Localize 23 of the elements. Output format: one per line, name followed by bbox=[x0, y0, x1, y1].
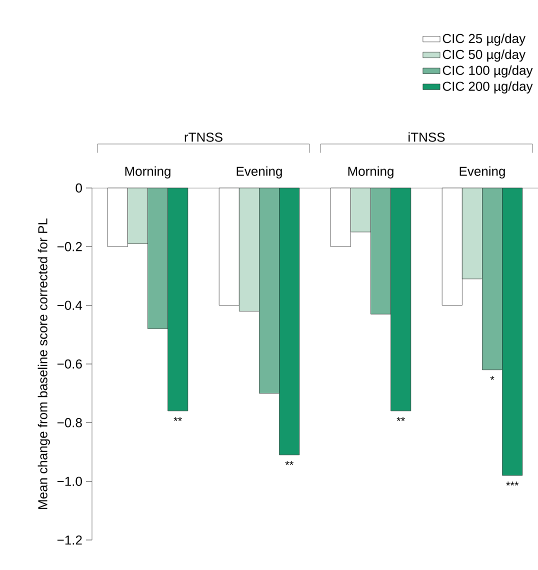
y-axis-title: Mean change from baseline score corrected for PL bbox=[38, 218, 50, 509]
legend-label: CIC 200 µg/day bbox=[442, 81, 533, 94]
data-label: * bbox=[490, 376, 494, 380]
y-tick-label: −1.2 bbox=[57, 535, 82, 545]
data-label: ** bbox=[174, 417, 182, 421]
legend-label: CIC 50 µg/day bbox=[442, 50, 526, 62]
y-tick-label: 0 bbox=[76, 183, 82, 193]
text: iTNSS bbox=[408, 132, 445, 142]
x-tick-label: Evening bbox=[460, 166, 505, 178]
legend-label: CIC 25 µg/day bbox=[442, 34, 526, 46]
y-tick-label: −0.4 bbox=[57, 300, 82, 310]
x-tick-label: Morning bbox=[125, 166, 170, 178]
data-label: ** bbox=[396, 417, 405, 421]
y-tick-label: −0.6 bbox=[57, 359, 82, 369]
x-tick-label: Evening bbox=[236, 166, 282, 178]
text: rTNSS bbox=[184, 132, 222, 142]
legend-label: CIC 100 µg/day bbox=[442, 65, 533, 78]
y-tick-label: −0.8 bbox=[57, 418, 82, 428]
x-tick-label: Morning bbox=[348, 166, 394, 178]
y-tick-label: −1.0 bbox=[57, 476, 82, 486]
y-tick-label: −0.2 bbox=[57, 242, 82, 252]
data-label: ** bbox=[285, 461, 294, 465]
data-label: *** bbox=[506, 482, 519, 486]
